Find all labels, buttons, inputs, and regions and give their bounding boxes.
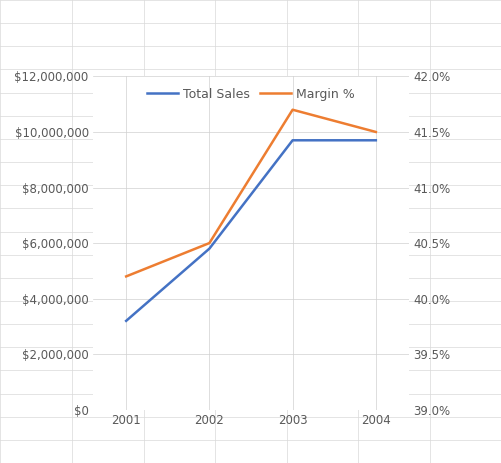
Legend: Total Sales, Margin %: Total Sales, Margin % <box>142 82 359 106</box>
Total Sales <box>123 318 129 324</box>
Margin % <box>206 240 212 246</box>
Total Sales <box>206 246 212 251</box>
Line: Margin %: Margin % <box>126 110 375 276</box>
Margin % <box>289 107 295 113</box>
Total Sales <box>372 138 378 143</box>
Total Sales <box>289 138 295 143</box>
Margin % <box>372 129 378 135</box>
Margin % <box>123 274 129 279</box>
Line: Total Sales: Total Sales <box>126 140 375 321</box>
